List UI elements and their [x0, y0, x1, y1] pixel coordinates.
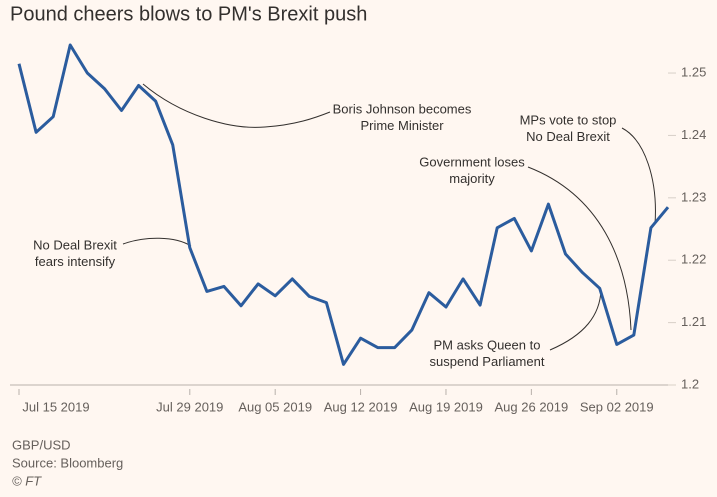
x-tick-label: Aug 12 2019	[324, 399, 398, 414]
footer-text: © FT	[12, 473, 42, 488]
footer-text: GBP/USD	[12, 437, 71, 452]
annotation: No Deal Brexit	[526, 129, 610, 144]
annotation: No Deal Brexit	[33, 237, 117, 252]
footer-text: Source: Bloomberg	[12, 455, 123, 470]
x-tick-label: Jul 29 2019	[156, 399, 223, 414]
annotation: MPs vote to stop	[520, 112, 617, 127]
annotation: Boris Johnson becomes	[333, 101, 472, 116]
annotation: majority	[449, 171, 495, 186]
x-tick-label: Aug 05 2019	[238, 399, 312, 414]
chart-title: Pound cheers blows to PM's Brexit push	[10, 3, 367, 25]
annotation: Government loses	[419, 154, 525, 169]
annotation: PM asks Queen to	[434, 337, 541, 352]
annotation: Prime Minister	[360, 118, 444, 133]
leader-line	[142, 83, 331, 128]
x-tick-label: Aug 26 2019	[495, 399, 569, 414]
leader-line	[527, 166, 632, 331]
y-tick-label: 1.21	[681, 314, 706, 329]
x-tick-label: Sep 02 2019	[580, 399, 654, 414]
leader-line	[549, 289, 602, 351]
y-tick-label: 1.25	[681, 64, 706, 79]
annotation: suspend Parliament	[430, 354, 545, 369]
annotation: fears intensify	[35, 254, 116, 269]
leader-line	[122, 237, 192, 247]
data-line	[17, 43, 670, 366]
leader-line	[621, 127, 656, 225]
y-tick-label: 1.2	[681, 376, 699, 391]
y-tick-label: 1.23	[681, 189, 706, 204]
y-tick-label: 1.24	[681, 127, 706, 142]
x-tick-label: Aug 19 2019	[409, 399, 483, 414]
y-tick-label: 1.22	[681, 252, 706, 267]
x-tick-label: Jul 15 2019	[22, 399, 89, 414]
